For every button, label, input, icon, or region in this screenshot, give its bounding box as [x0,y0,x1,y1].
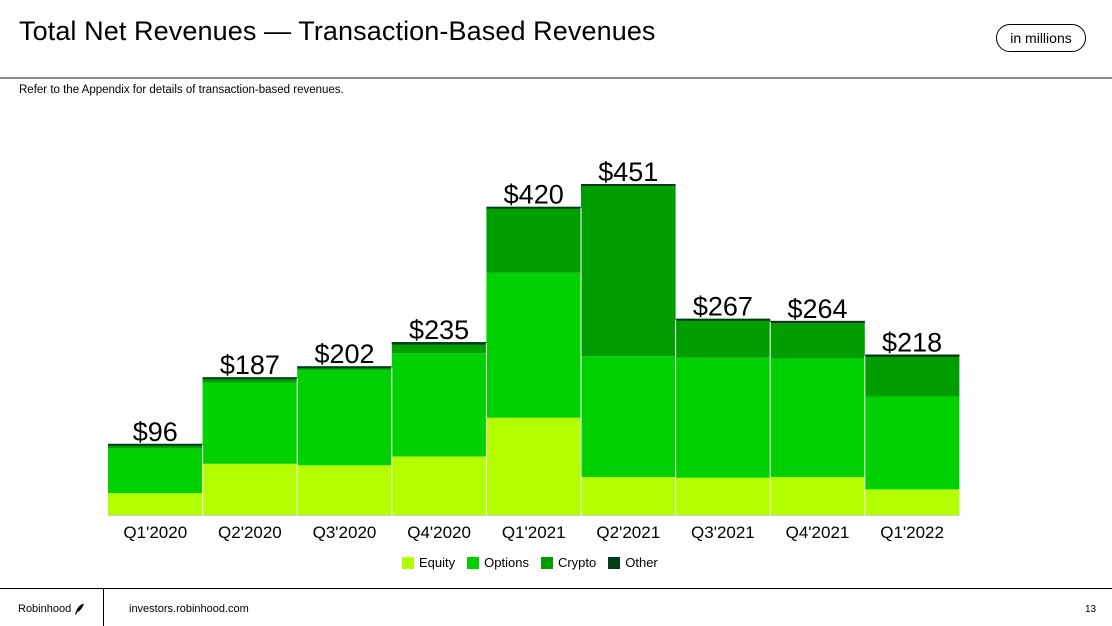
total-label: $264 [787,294,847,324]
bar-segment-equity [202,463,298,515]
legend-label: Other [625,555,658,570]
total-label: $187 [220,350,280,380]
bar-segment-crypto [391,344,487,354]
bar-segment-equity [108,493,203,515]
x-tick-label: Q4'2020 [407,523,471,542]
bar-separator [864,355,866,515]
total-label: $420 [504,180,564,210]
x-tick-label: Q4'2021 [786,523,850,542]
bar-separator [580,207,582,515]
bar-segment-equity [864,489,960,515]
bar-separator [675,319,677,515]
bar-segment-options [391,353,487,457]
bar-segment-options [770,358,865,477]
legend-swatch [540,556,553,569]
bar-separator [202,444,204,515]
total-label: $451 [598,157,658,187]
bar-segment-equity [486,417,581,515]
bar-segment-crypto [770,323,865,359]
bar-segment-crypto [675,320,771,358]
subtitle: Refer to the Appendix for details of tra… [19,84,344,96]
legend-label: Equity [419,555,456,570]
legend-label: Options [484,555,529,570]
bar-segment-options [675,357,771,478]
bar-top-edge [486,206,581,209]
bar-separator [296,378,298,515]
bar-segment-crypto [581,185,676,357]
x-tick-label: Q1'2021 [502,523,566,542]
page-number: 13 [1085,604,1097,615]
bar-segment-options [108,448,203,494]
bar-segment-crypto [297,367,392,371]
bar-top-edge [391,342,487,345]
bar-separator [391,367,393,515]
bar-segment-crypto [486,208,581,273]
bar-segment-options [864,396,960,490]
bar-segment-equity [581,476,676,515]
x-tick-label: Q2'2020 [218,523,282,542]
bar-segment-options [581,356,676,477]
bar-top-edge [770,320,865,323]
bar-segment-equity [297,465,392,515]
bar-segment-equity [675,477,771,515]
total-label: $267 [693,292,753,322]
brand-name: Robinhood [18,603,72,615]
total-label: $96 [133,417,178,447]
bar-segment-crypto [202,378,298,383]
legend-item-crypto: Crypto [540,555,597,570]
x-axis-baseline [108,515,960,516]
bar-segment-options [202,382,298,464]
x-tick-label: Q3'2021 [691,523,755,542]
bar-segment-crypto [108,444,203,449]
header-divider [0,77,1112,79]
total-labels-group: $96 $187 $202 $235 $420 $451 $267 $264 $218 [133,157,942,447]
bar-segment-equity [391,456,487,515]
brand-logo: Robinhood [18,603,85,615]
bar-segment-options [486,272,581,418]
total-label: $202 [314,339,374,369]
bar-segment-equity [770,476,865,515]
footer-divider [0,588,1112,590]
legend: Equity Options Crypto Other [402,555,658,570]
stacked-bar-chart: $96 $187 $202 $235 $420 $451 $267 $264 $218 Q1'2… [108,157,960,542]
bar-top-edge [202,377,298,380]
x-tick-label: Q1'2020 [123,523,187,542]
x-tick-label: Q2'2021 [596,523,660,542]
legend-swatch [608,556,621,569]
legend-item-options: Options [467,555,529,570]
feather-icon [75,603,85,615]
legend-label: Crypto [557,555,597,570]
page-title: Total Net Revenues — Transaction-Based R… [19,16,656,46]
total-label: $218 [882,327,942,357]
legend-item-equity: Equity [402,555,455,570]
bar-top-edge [864,354,960,357]
legend-swatch [402,556,414,569]
website-link[interactable]: investors.robinhood.com [129,603,249,615]
x-tick-label: Q1'2022 [880,523,944,542]
bar-top-edge [675,318,771,321]
units-badge: in millions [996,24,1086,52]
bars-group [108,184,960,516]
footer-vertical-divider [103,588,105,626]
bar-top-edge [297,366,392,369]
x-tick-label: Q3'2020 [313,523,377,542]
bar-separator [485,343,487,515]
bar-separator [769,321,771,515]
bar-top-edge [108,443,203,446]
bar-top-edge [581,184,676,186]
legend-swatch [467,556,480,569]
bar-segment-options [297,370,392,466]
total-label: $235 [409,315,469,345]
legend-item-other: Other [608,555,658,570]
bar-segment-crypto [864,356,960,397]
x-tick-labels-group: Q1'2020 Q2'2020 Q3'2020 Q4'2020 Q1'2021 Q2'20… [123,523,944,542]
